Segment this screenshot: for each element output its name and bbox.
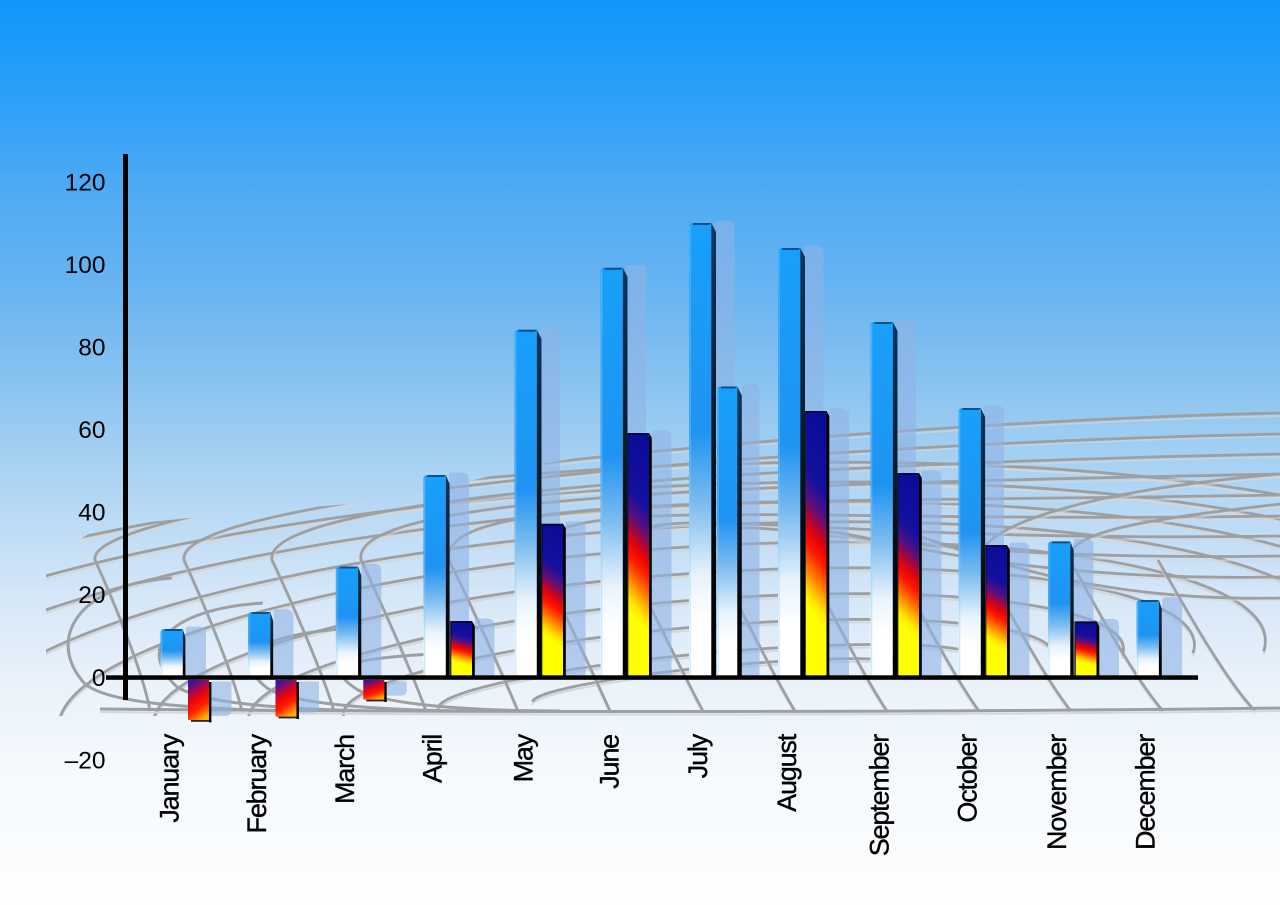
svg-text:February: February — [242, 733, 272, 833]
svg-text:100: 100 — [65, 252, 106, 279]
svg-text:November: November — [1042, 734, 1072, 850]
svg-text:December: December — [1131, 734, 1161, 850]
svg-text:January: January — [155, 733, 185, 822]
svg-text:March: March — [330, 735, 360, 804]
svg-text:40: 40 — [78, 500, 105, 527]
svg-text:60: 60 — [78, 417, 105, 444]
svg-text:August: August — [772, 733, 802, 812]
svg-text:April: April — [418, 735, 448, 783]
svg-text:–20: –20 — [65, 747, 106, 774]
svg-text:0: 0 — [92, 665, 106, 692]
svg-text:October: October — [953, 734, 983, 823]
svg-text:June: June — [595, 735, 625, 789]
svg-text:80: 80 — [78, 335, 105, 362]
svg-text:July: July — [683, 733, 713, 778]
svg-text:20: 20 — [78, 582, 105, 609]
svg-text:120: 120 — [65, 169, 106, 196]
svg-text:May: May — [509, 733, 539, 782]
svg-text:September: September — [865, 734, 895, 856]
